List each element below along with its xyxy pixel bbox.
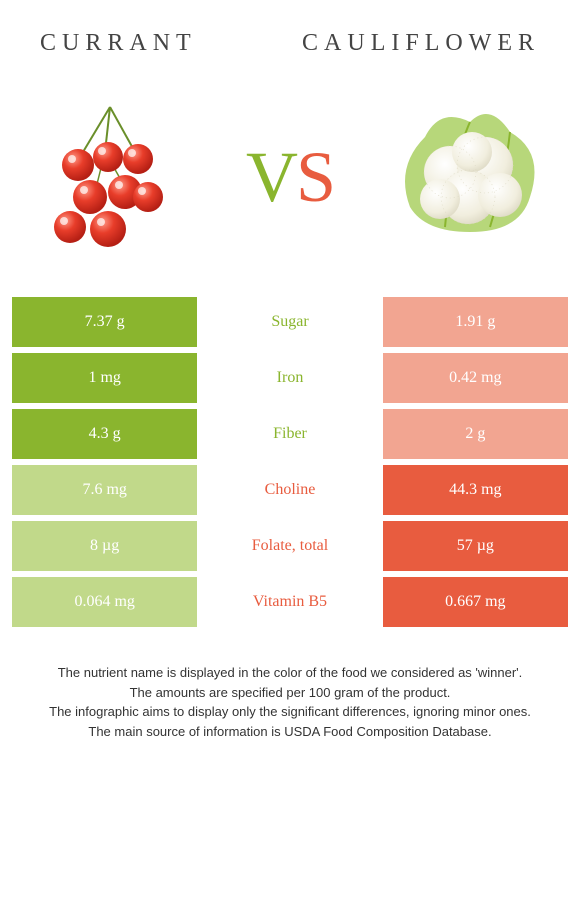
footnotes: The nutrient name is displayed in the co… [0, 633, 580, 741]
table-row: 7.6 mgCholine44.3 mg [12, 465, 568, 515]
table-row: 1 mgIron0.42 mg [12, 353, 568, 403]
title-left: Currant [40, 30, 197, 57]
right-value: 2 g [383, 409, 568, 459]
table-row: 7.37 gSugar1.91 g [12, 297, 568, 347]
nutrient-name: Fiber [197, 409, 382, 459]
table-row: 4.3 gFiber2 g [12, 409, 568, 459]
left-value: 1 mg [12, 353, 197, 403]
nutrient-name: Vitamin B5 [197, 577, 382, 627]
vs-label: VS [246, 136, 334, 219]
header: Currant Cauliflower [0, 0, 580, 67]
right-value: 57 µg [383, 521, 568, 571]
right-value: 0.667 mg [383, 577, 568, 627]
hero: VS [0, 67, 580, 297]
footnote-line: The nutrient name is displayed in the co… [20, 663, 560, 683]
cauliflower-image [390, 97, 550, 257]
vs-s: S [296, 137, 334, 217]
table-row: 8 µgFolate, total57 µg [12, 521, 568, 571]
right-value: 1.91 g [383, 297, 568, 347]
nutrient-name: Iron [197, 353, 382, 403]
nutrient-name: Folate, total [197, 521, 382, 571]
nutrient-name: Choline [197, 465, 382, 515]
nutrient-name: Sugar [197, 297, 382, 347]
right-value: 0.42 mg [383, 353, 568, 403]
vs-v: V [246, 137, 296, 217]
left-value: 0.064 mg [12, 577, 197, 627]
left-value: 7.37 g [12, 297, 197, 347]
right-value: 44.3 mg [383, 465, 568, 515]
footnote-line: The amounts are specified per 100 gram o… [20, 683, 560, 703]
currant-image [30, 97, 190, 257]
left-value: 4.3 g [12, 409, 197, 459]
footnote-line: The infographic aims to display only the… [20, 702, 560, 722]
title-right: Cauliflower [302, 30, 540, 57]
nutrient-table: 7.37 gSugar1.91 g 1 mgIron0.42 mg 4.3 gFib… [0, 297, 580, 627]
left-value: 7.6 mg [12, 465, 197, 515]
footnote-line: The main source of information is USDA F… [20, 722, 560, 742]
left-value: 8 µg [12, 521, 197, 571]
table-row: 0.064 mgVitamin B50.667 mg [12, 577, 568, 627]
